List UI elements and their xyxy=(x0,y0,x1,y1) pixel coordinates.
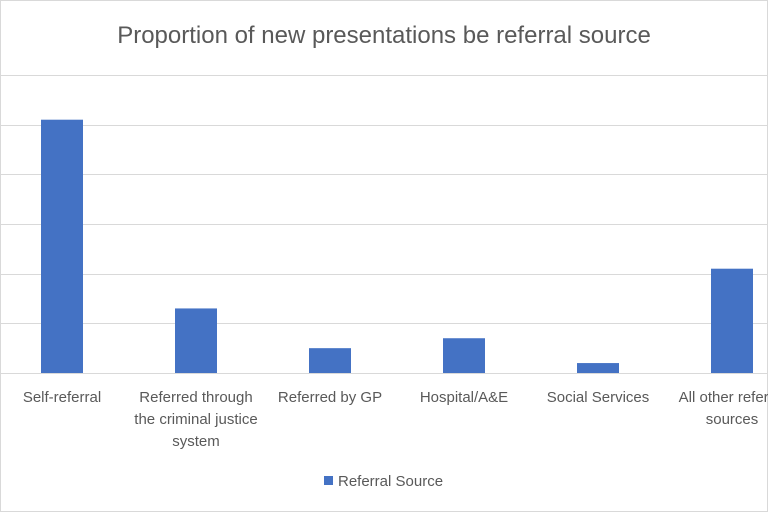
chart-title: Proportion of new presentations be refer… xyxy=(117,22,651,49)
legend-swatch xyxy=(324,476,333,485)
x-tick-label: Social Services xyxy=(547,389,650,406)
label-line: All other referral xyxy=(679,389,768,406)
label-line: Social Services xyxy=(547,389,650,406)
x-tick-label: Referred by GP xyxy=(278,389,382,406)
x-tick-label: Referred through the criminal justice syst… xyxy=(134,389,257,450)
label-line: the criminal justice xyxy=(134,411,257,428)
x-tick-label: Hospital/A&E xyxy=(420,389,508,406)
bar xyxy=(711,268,753,373)
bar xyxy=(175,308,217,373)
label-line: Self-referral xyxy=(23,389,101,406)
bar xyxy=(41,119,83,373)
bar xyxy=(443,338,485,373)
bar xyxy=(577,363,619,373)
x-tick-label: All other referral sources xyxy=(679,389,768,428)
label-line: Hospital/A&E xyxy=(420,389,508,406)
bar xyxy=(309,348,351,373)
label-line: Referred by GP xyxy=(278,389,382,406)
legend: Referral Source xyxy=(324,473,443,490)
label-line: sources xyxy=(706,411,759,428)
label-line: Referred through xyxy=(139,389,252,406)
x-tick-label: Self-referral xyxy=(23,389,101,406)
legend-label: Referral Source xyxy=(338,473,443,490)
label-line: system xyxy=(172,433,220,450)
